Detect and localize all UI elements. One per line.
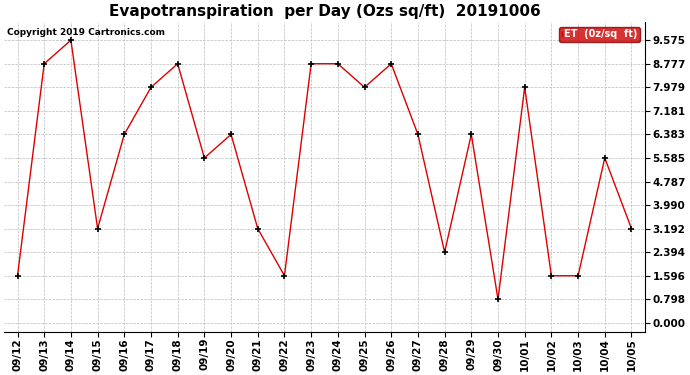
Legend: ET  (0z/sq  ft): ET (0z/sq ft)	[559, 27, 640, 42]
Text: Copyright 2019 Cartronics.com: Copyright 2019 Cartronics.com	[8, 28, 166, 37]
Title: Evapotranspiration  per Day (Ozs sq/ft)  20191006: Evapotranspiration per Day (Ozs sq/ft) 2…	[108, 4, 540, 19]
